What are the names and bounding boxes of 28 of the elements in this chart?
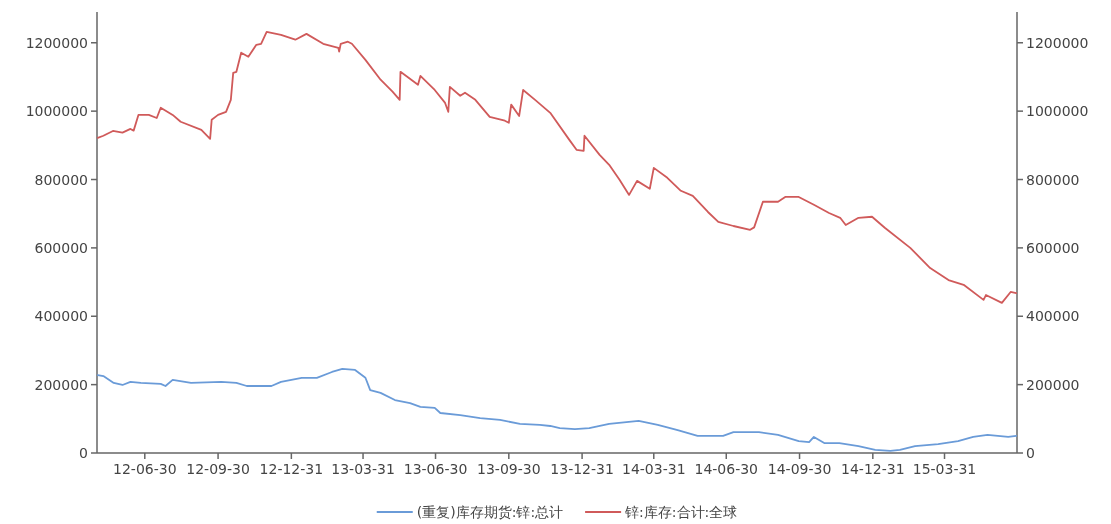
x-tick-label: 14-12-31 xyxy=(841,461,905,477)
x-tick-label: 13-12-31 xyxy=(550,461,614,477)
y2-tick-label: 200000 xyxy=(1026,376,1080,393)
y-tick-label: 400000 xyxy=(34,308,88,325)
y2-tick-label: 600000 xyxy=(1026,239,1080,256)
x-tick-label: 13-03-31 xyxy=(331,461,395,477)
x-tick-label: 13-09-30 xyxy=(477,461,541,477)
y-tick-label: 200000 xyxy=(34,376,88,393)
x-tick-label: 12-06-30 xyxy=(113,461,177,477)
y-tick-label: 0 xyxy=(79,445,88,461)
y-tick-label: 800000 xyxy=(34,171,88,188)
y2-tick-label: 800000 xyxy=(1026,171,1080,188)
x-tick-label: 15-03-31 xyxy=(912,461,977,477)
x-tick-label: 14-09-30 xyxy=(767,461,832,477)
y2-tick-label: 1200000 xyxy=(1026,34,1089,51)
y2-tick-label: 400000 xyxy=(1026,308,1080,325)
x-tick-label: 12-12-31 xyxy=(259,461,324,477)
legend-label: 锌:库存:合计:全球 xyxy=(624,504,738,520)
y-tick-label: 1000000 xyxy=(25,103,88,120)
x-tick-label: 12-09-30 xyxy=(186,461,250,477)
x-tick-label: 14-03-31 xyxy=(622,461,686,477)
y-tick-label: 600000 xyxy=(34,239,88,256)
x-tick-label: 14-06-30 xyxy=(694,461,759,477)
y2-tick-label: 1000000 xyxy=(1026,103,1089,120)
y-tick-label: 1200000 xyxy=(25,34,88,51)
x-tick-label: 13-06-30 xyxy=(403,461,468,477)
y2-tick-label: 0 xyxy=(1026,445,1035,461)
legend-label: (重复)库存期货:锌:总计 xyxy=(416,504,564,520)
